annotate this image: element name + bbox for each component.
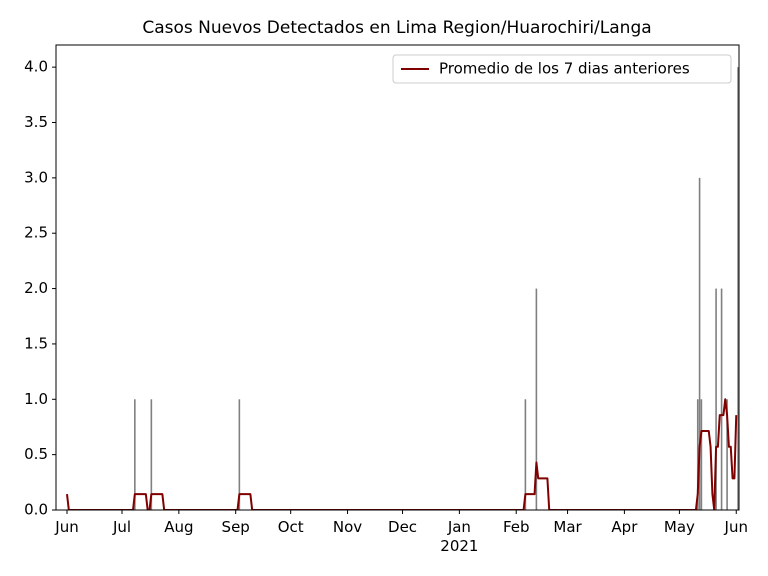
- y-tick-label: 2.0: [24, 279, 48, 297]
- bar: [737, 67, 739, 510]
- bar: [134, 399, 136, 510]
- legend-box: [392, 54, 732, 84]
- x-tick-label: Nov: [332, 518, 363, 536]
- y-tick-label: 0.5: [24, 445, 48, 463]
- plot: [66, 67, 739, 510]
- x-tick-label: Sep: [221, 518, 250, 536]
- bar: [535, 288, 538, 510]
- bar: [715, 288, 717, 510]
- bar: [238, 399, 241, 510]
- x-tick-label: Mar: [553, 518, 582, 536]
- x-tick-label: Feb: [502, 518, 530, 536]
- bar: [524, 399, 527, 510]
- bar: [700, 399, 703, 510]
- bar: [150, 399, 153, 510]
- y-tick-label: 1.5: [24, 334, 48, 352]
- bar: [696, 399, 699, 510]
- x-tick-label: Jul: [112, 518, 132, 536]
- y-tick-label: 0.0: [24, 501, 48, 519]
- x-tick-label: Oct: [277, 518, 304, 536]
- x-tick-label: May: [663, 518, 695, 536]
- x-tick-label: Jun: [724, 518, 748, 536]
- x-tick-label: Jan 2021: [440, 518, 479, 555]
- bar: [720, 288, 723, 510]
- line: [66, 398, 738, 510]
- legend-label: Promedio de los 7 dias anteriores: [439, 60, 690, 78]
- y-tick-label: 3.0: [24, 168, 48, 186]
- plot-frame: [55, 44, 740, 511]
- y-tick-label: 3.5: [24, 113, 48, 131]
- y-tick-label: 2.5: [24, 224, 48, 242]
- y-tick-label: 1.0: [24, 390, 48, 408]
- x-tick-label: Dec: [388, 518, 418, 536]
- bar: [698, 177, 701, 510]
- x-tick-label: Aug: [164, 518, 194, 536]
- bar: [726, 399, 728, 510]
- x-tick-label: Apr: [611, 518, 638, 536]
- chart-title: Casos Nuevos Detectados en Lima Region/H…: [142, 18, 651, 38]
- x-tick-label: Jun: [55, 518, 79, 536]
- y-tick-label: 4.0: [24, 58, 48, 76]
